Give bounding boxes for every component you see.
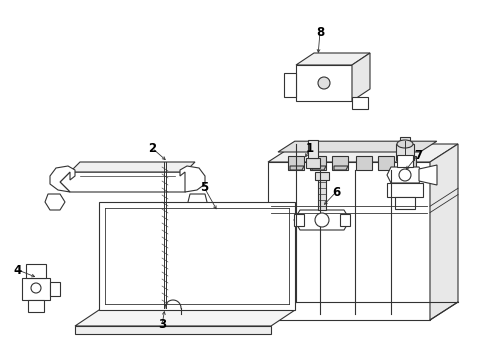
Text: 3: 3	[158, 319, 166, 332]
Polygon shape	[295, 53, 369, 65]
Polygon shape	[50, 282, 60, 296]
Polygon shape	[289, 166, 304, 170]
Polygon shape	[333, 166, 347, 170]
Polygon shape	[307, 140, 317, 158]
Polygon shape	[395, 144, 413, 160]
Polygon shape	[317, 178, 325, 210]
Polygon shape	[287, 156, 304, 170]
Polygon shape	[267, 162, 429, 320]
Polygon shape	[331, 156, 347, 170]
Polygon shape	[187, 194, 206, 210]
Ellipse shape	[396, 140, 412, 148]
Circle shape	[314, 213, 328, 227]
Polygon shape	[396, 155, 412, 167]
Polygon shape	[339, 214, 349, 226]
Polygon shape	[305, 158, 319, 168]
Circle shape	[317, 77, 329, 89]
Polygon shape	[351, 53, 369, 101]
Polygon shape	[418, 165, 436, 185]
Polygon shape	[295, 65, 351, 101]
Polygon shape	[309, 156, 325, 170]
Polygon shape	[386, 167, 422, 183]
Polygon shape	[293, 210, 349, 230]
Polygon shape	[293, 214, 304, 226]
Polygon shape	[399, 156, 415, 170]
Text: 6: 6	[331, 185, 340, 198]
Polygon shape	[60, 172, 195, 192]
Polygon shape	[180, 166, 204, 192]
Polygon shape	[399, 137, 409, 145]
Polygon shape	[26, 264, 46, 278]
Circle shape	[398, 169, 410, 181]
Text: 1: 1	[305, 141, 313, 154]
Polygon shape	[50, 166, 75, 192]
Polygon shape	[75, 326, 270, 334]
Text: 2: 2	[148, 141, 156, 154]
Polygon shape	[99, 202, 294, 310]
Polygon shape	[75, 310, 294, 326]
Polygon shape	[351, 97, 367, 109]
Polygon shape	[429, 144, 457, 320]
Polygon shape	[45, 194, 65, 210]
Text: 5: 5	[200, 180, 208, 194]
Text: 7: 7	[413, 149, 421, 162]
Polygon shape	[386, 183, 422, 197]
Polygon shape	[22, 278, 50, 300]
Polygon shape	[311, 166, 325, 170]
Polygon shape	[70, 162, 195, 172]
Polygon shape	[267, 144, 457, 162]
Polygon shape	[28, 300, 44, 312]
Polygon shape	[284, 73, 295, 97]
Polygon shape	[394, 197, 414, 209]
Text: 4: 4	[14, 264, 22, 276]
Text: 8: 8	[315, 26, 324, 39]
Polygon shape	[314, 172, 328, 180]
Polygon shape	[355, 156, 371, 170]
Circle shape	[31, 283, 41, 293]
Polygon shape	[377, 156, 393, 170]
Polygon shape	[278, 141, 436, 152]
